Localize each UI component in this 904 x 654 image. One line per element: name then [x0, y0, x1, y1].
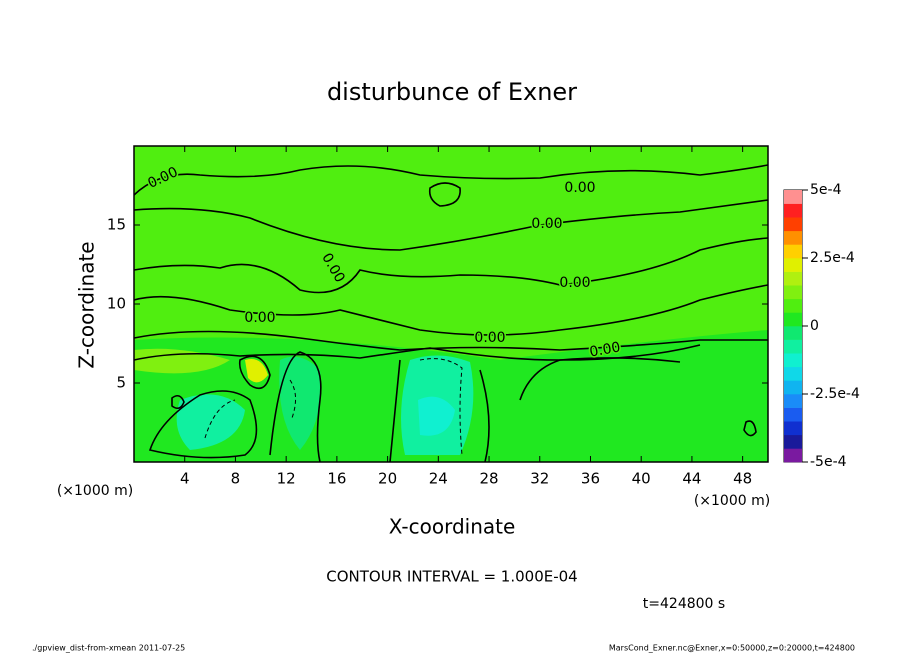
colorbar-tick-label: 0	[810, 318, 819, 334]
y-axis-label: Z-coordinate	[75, 241, 99, 368]
colorbar-band	[784, 285, 802, 300]
contour-line	[238, 355, 271, 390]
field-region	[418, 396, 455, 436]
colorbar-tick-label: -5e-4	[810, 454, 847, 470]
x-tick-label: 16	[327, 470, 346, 488]
colorbar-band	[784, 244, 802, 259]
y-unit: (×1000 m)	[57, 483, 133, 499]
contour-line	[171, 394, 757, 437]
contour-line	[428, 182, 461, 207]
contour-line	[133, 164, 769, 196]
colorbar-band	[784, 190, 802, 204]
time-label: t=424800 s	[643, 596, 725, 612]
colorbar-tick-label: 2.5e-4	[810, 250, 855, 266]
x-tick-label: 24	[429, 470, 448, 488]
contour-line	[133, 237, 769, 294]
field	[134, 146, 768, 462]
annotation: CONTOUR INTERVAL = 1.000E-04	[326, 568, 577, 586]
x-tick-label: 4	[180, 470, 190, 488]
colorbar-band	[784, 366, 802, 381]
x-tick-label: 48	[733, 470, 752, 488]
contour-line	[148, 390, 258, 459]
contour-line	[133, 330, 768, 351]
colorbar-band	[784, 448, 802, 463]
colorbar-tick-label: 5e-4	[810, 182, 842, 198]
contour-line	[204, 358, 463, 456]
contour-label: 0.00	[559, 275, 590, 291]
colorbar-band	[784, 271, 802, 286]
x-tick-label: 44	[682, 470, 701, 488]
y-tick-label: 15	[107, 216, 126, 234]
contour-label: 0.00	[531, 216, 562, 232]
colorbar-band	[784, 326, 802, 340]
contours	[133, 164, 769, 463]
contour-line	[133, 199, 769, 251]
colorbar-band	[784, 380, 802, 395]
contour-label: 0.00	[564, 180, 595, 196]
colorbar-tick-label: -2.5e-4	[810, 386, 860, 402]
x-tick-label: 20	[378, 470, 397, 488]
colorbar-band	[784, 312, 802, 327]
colorbar-band	[784, 421, 802, 436]
field-region	[245, 359, 268, 383]
contour-label: 0.00	[244, 310, 275, 326]
x-tick-label: 32	[530, 470, 549, 488]
x-tick-label: 28	[479, 470, 498, 488]
contour-line	[389, 359, 490, 463]
colorbar-band	[784, 394, 802, 408]
y-tick-label: 10	[107, 295, 126, 313]
field-region	[279, 356, 321, 450]
field-region	[134, 348, 230, 374]
chart-title: disturbunce of Exner	[327, 78, 577, 106]
colorbar-band	[784, 217, 802, 232]
colorbar-band	[784, 353, 802, 368]
footer-right: MarsCond_Exner.nc@Exner,x=0:50000,z=0:20…	[609, 644, 855, 653]
colorbar-band	[784, 339, 802, 354]
y-tick-label: 5	[116, 374, 126, 392]
colorbar-band	[784, 434, 802, 449]
contour-line	[133, 344, 701, 361]
x-tick-label: 12	[277, 470, 296, 488]
contour-line	[269, 351, 322, 463]
x-tick-label: 36	[581, 470, 600, 488]
x-unit: (×1000 m)	[694, 493, 770, 509]
colorbar-band	[784, 298, 802, 313]
colorbar-band	[784, 407, 802, 422]
contour-line	[519, 357, 681, 401]
colorbar-band	[784, 203, 802, 218]
x-axis-label: X-coordinate	[389, 515, 516, 539]
x-tick-label: 8	[231, 470, 241, 488]
x-tick-label: 40	[632, 470, 651, 488]
contour-line	[133, 284, 769, 336]
colorbar-band	[784, 258, 802, 272]
contour-label: 0.00	[474, 330, 505, 346]
colorbar-band	[784, 230, 802, 245]
footer-left: ./gpview_dist-from-xmean 2011-07-25	[32, 644, 185, 653]
